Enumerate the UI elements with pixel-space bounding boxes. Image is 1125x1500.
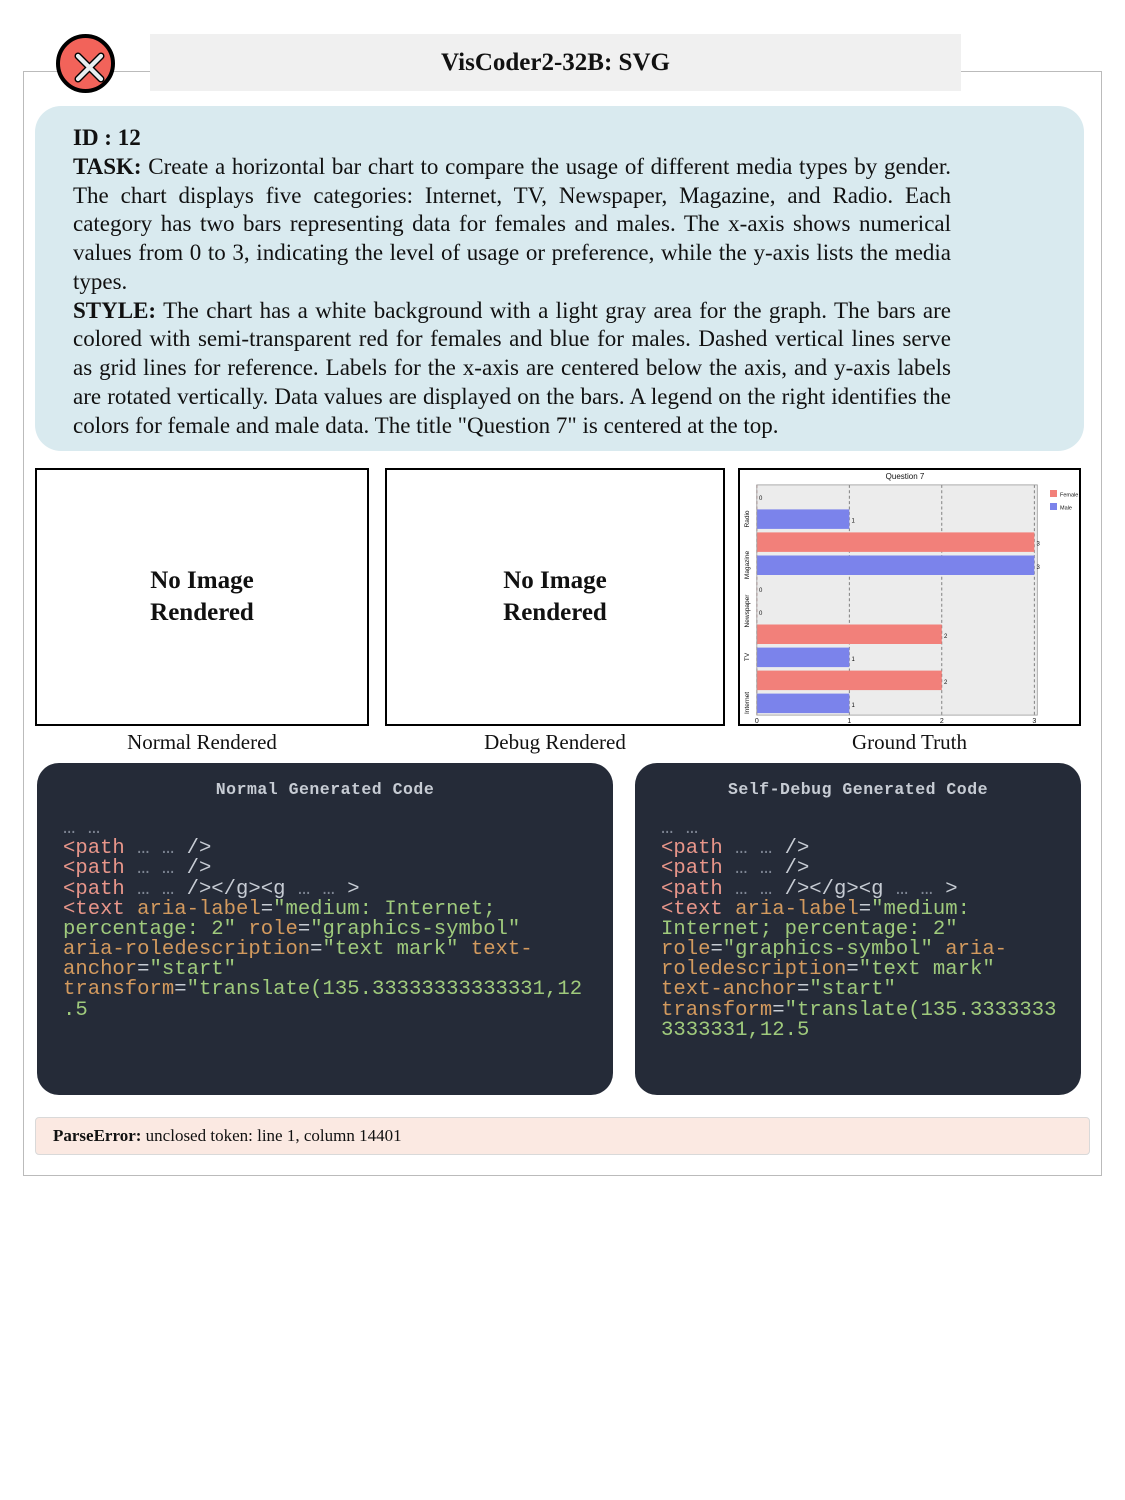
svg-text:Female: Female	[1060, 493, 1078, 499]
svg-text:Internet: Internet	[744, 692, 751, 714]
svg-text:TV: TV	[744, 652, 751, 661]
svg-text:3: 3	[1037, 542, 1041, 548]
svg-text:Male: Male	[1060, 506, 1072, 512]
svg-text:3: 3	[1032, 718, 1036, 725]
svg-text:Magazine: Magazine	[744, 551, 751, 580]
svg-text:0: 0	[755, 718, 759, 725]
svg-text:2: 2	[940, 718, 944, 725]
svg-text:Radio: Radio	[744, 510, 751, 527]
svg-text:3: 3	[1037, 565, 1041, 571]
svg-text:Question 7: Question 7	[886, 472, 925, 481]
svg-text:1: 1	[847, 718, 851, 725]
svg-text:Newspaper: Newspaper	[744, 594, 751, 628]
